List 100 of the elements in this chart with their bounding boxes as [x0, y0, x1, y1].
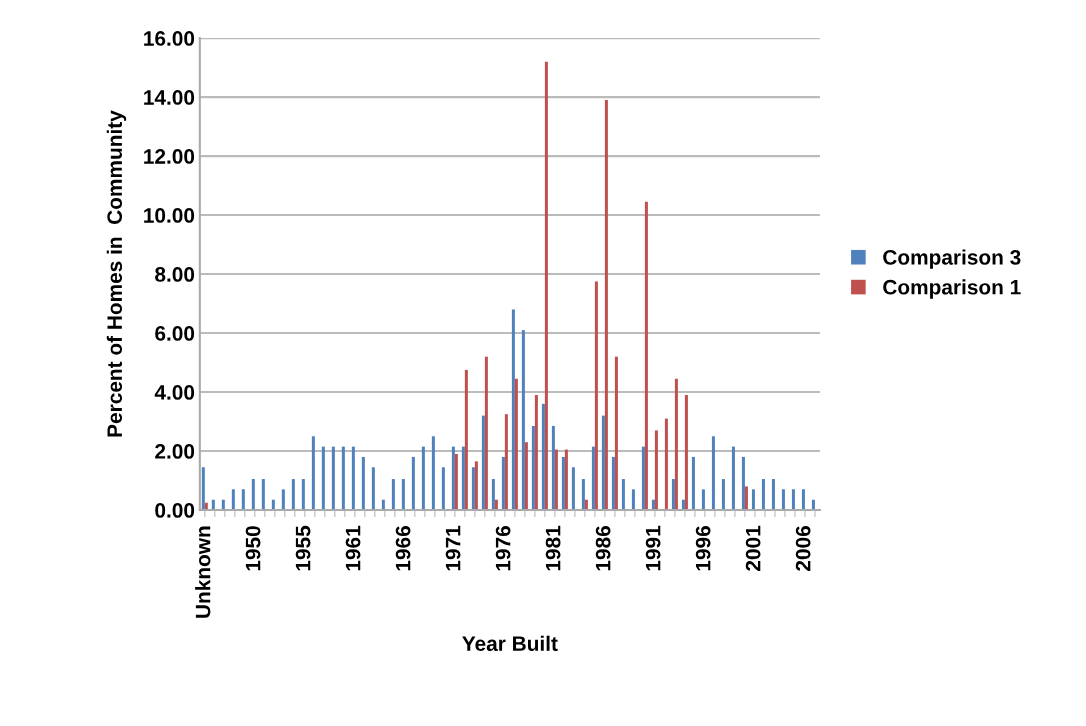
- bar: [351, 446, 355, 511]
- bar: [674, 378, 678, 511]
- bar: [741, 456, 745, 511]
- bar: [601, 415, 605, 511]
- bar: [201, 467, 205, 511]
- x-tick-label: 2006: [795, 526, 811, 571]
- bar: [801, 489, 805, 511]
- bar: [421, 446, 425, 511]
- bar: [531, 425, 535, 511]
- bar: [541, 403, 545, 511]
- x-tick-label: 1961: [345, 525, 361, 571]
- bar: [451, 446, 455, 511]
- bar: [464, 369, 468, 511]
- bar: [581, 479, 585, 511]
- bar: [301, 479, 305, 511]
- bar: [721, 479, 725, 511]
- bar: [534, 394, 538, 511]
- bar: [654, 430, 658, 511]
- bar: [471, 467, 475, 511]
- y-tick-label: 14.00: [144, 90, 195, 105]
- legend-label: Comparison 3: [883, 249, 1021, 269]
- bar: [454, 453, 458, 511]
- x-tick-label: 1966: [395, 526, 411, 571]
- bar: [561, 456, 565, 511]
- bar: [751, 489, 755, 511]
- legend-label: Comparison 1: [883, 279, 1021, 299]
- bar: [401, 479, 405, 511]
- bar: [671, 479, 675, 511]
- bar: [631, 489, 635, 511]
- x-tick-label: 1991: [645, 525, 661, 571]
- bar: [411, 456, 415, 511]
- bar: [551, 425, 555, 511]
- bar: [261, 479, 265, 511]
- bar: [461, 446, 465, 511]
- bar: [474, 461, 478, 511]
- bar: [644, 201, 648, 511]
- bar: [361, 456, 365, 511]
- y-tick-label: 2.00: [155, 444, 195, 459]
- bar: [484, 356, 488, 511]
- bar: [791, 489, 795, 511]
- bar: [731, 446, 735, 511]
- bar: [501, 456, 505, 511]
- x-tick-label: Unknown: [195, 526, 211, 618]
- x-axis-title: Year Built: [462, 635, 558, 651]
- bar: [684, 394, 688, 511]
- x-tick-label: 1976: [495, 526, 511, 571]
- bar: [621, 479, 625, 511]
- bar: [231, 489, 235, 511]
- y-tick-label: 10.00: [144, 208, 195, 223]
- bar: [491, 479, 495, 511]
- x-tick-label: 2001: [745, 525, 761, 571]
- bar: [291, 479, 295, 511]
- bar: [544, 61, 548, 511]
- bar: [371, 467, 375, 511]
- bar: [504, 414, 508, 511]
- bar: [241, 489, 245, 511]
- y-tick-label: 0.00: [155, 503, 195, 518]
- x-tick-label: 1996: [695, 526, 711, 571]
- bar: [771, 479, 775, 511]
- x-tick-label: 1986: [595, 526, 611, 571]
- x-tick-label: 1981: [545, 525, 561, 571]
- y-axis-title: Percent of Homes in Community: [106, 110, 127, 437]
- x-tick-label: 1971: [445, 525, 461, 571]
- bar: [251, 479, 255, 511]
- bar: [331, 446, 335, 511]
- bar: [611, 456, 615, 511]
- y-tick-label: 6.00: [155, 326, 195, 341]
- bar: [614, 356, 618, 511]
- y-tick-label: 4.00: [154, 385, 195, 400]
- bar: [701, 489, 705, 511]
- y-tick-label: 16.00: [144, 31, 195, 46]
- bar: [524, 442, 528, 511]
- bar: [571, 467, 575, 511]
- bar: [641, 446, 645, 511]
- bar: [691, 456, 695, 511]
- bar: [481, 415, 485, 511]
- x-tick-label: 1955: [295, 525, 311, 571]
- bar: [341, 446, 345, 511]
- bar: [511, 309, 515, 511]
- bar: [564, 449, 568, 511]
- bar: [281, 489, 285, 511]
- bar: [781, 489, 785, 511]
- bar: [441, 467, 445, 511]
- y-tick-label: 8.00: [155, 267, 195, 282]
- bar: [604, 100, 608, 511]
- y-tick-label: 12.00: [144, 149, 195, 164]
- bar: [391, 479, 395, 511]
- bar: [321, 446, 325, 511]
- bar: [664, 418, 668, 511]
- bar: [744, 486, 748, 511]
- bar: [554, 449, 558, 511]
- bar: [761, 479, 765, 511]
- bar: [591, 446, 595, 511]
- bar: [594, 281, 598, 511]
- x-tick-label: 1950: [245, 526, 261, 571]
- bar: [311, 436, 315, 511]
- bar: [521, 330, 525, 511]
- bar: [711, 436, 715, 511]
- bar: [514, 378, 518, 511]
- bar: [431, 436, 435, 511]
